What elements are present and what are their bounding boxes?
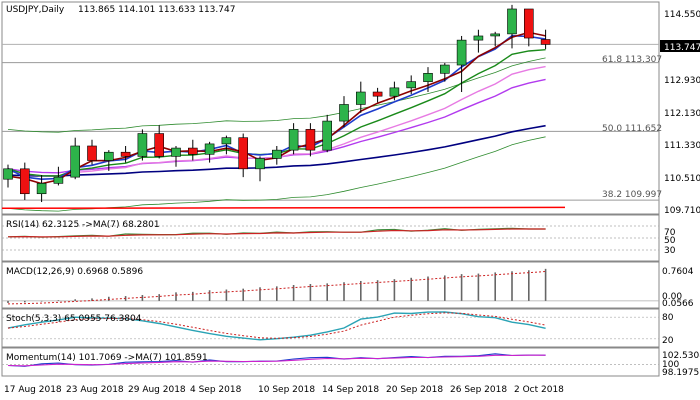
macd-tick-bottom: 0.0566 xyxy=(662,299,694,309)
rsi-tick-50: 50 xyxy=(664,236,676,246)
y-tick-112-930: 112.930 xyxy=(664,76,700,86)
macd-tick-top: 0.7604 xyxy=(662,267,694,277)
candle-body-0 xyxy=(3,168,13,180)
stoch-title: Stoch(5,3,3) 65.0955 76.3804 xyxy=(6,314,142,324)
candle-body-6 xyxy=(104,151,114,161)
candle-body-4 xyxy=(70,145,80,178)
candle-body-1 xyxy=(19,168,30,195)
candle-body-21 xyxy=(355,91,366,105)
candle-body-19 xyxy=(322,120,333,151)
x-label-23-aug: 23 Aug 2018 xyxy=(66,385,124,395)
last-price-box xyxy=(660,40,700,52)
y-tick-110-510: 110.510 xyxy=(664,174,700,184)
candle-body-25 xyxy=(423,73,433,82)
fib-label-50-0: 50.0 111.652 xyxy=(602,124,662,134)
macd-panel-frame xyxy=(1,261,660,309)
momentum-tick-100: 100 xyxy=(662,360,679,370)
x-label-2-oct: 2 Oct 2018 xyxy=(514,385,564,395)
y-tick-109-710: 109.710 xyxy=(664,206,700,216)
x-label-10-sep: 10 Sep 2018 xyxy=(258,385,315,395)
candle-body-10 xyxy=(171,147,181,157)
candle-body-13 xyxy=(221,137,232,145)
candle-body-22 xyxy=(372,91,383,97)
price-title: USDJPY,Daily xyxy=(6,5,65,15)
candle-body-12 xyxy=(204,143,215,155)
candle-body-8 xyxy=(137,133,148,157)
candle-body-3 xyxy=(53,176,64,184)
x-label-17-aug: 17 Aug 2018 xyxy=(4,385,62,395)
ma-navy-line xyxy=(7,124,546,177)
fib-label-38-2: 38.2 109.997 xyxy=(602,190,662,200)
rsi-title: RSI(14) 62.3125 ->MA(7) 68.2801 xyxy=(6,220,160,230)
rsi-ma-line xyxy=(7,228,546,238)
macd-title: MACD(12,26,9) 0.6968 0.5896 xyxy=(6,267,143,277)
candle-body-31 xyxy=(523,8,534,39)
fib-label-61-8: 61.8 113.307 xyxy=(602,55,662,65)
x-label-14-sep: 14 Sep 2018 xyxy=(322,385,379,395)
y-tick-111-330: 111.330 xyxy=(664,141,700,151)
stoch-panel-frame xyxy=(1,308,660,348)
x-label-20-sep: 20 Sep 2018 xyxy=(386,385,443,395)
momentum-tick-bottom: 98.1975 xyxy=(662,368,699,378)
macd-signal-line xyxy=(7,271,546,305)
x-label-4-sep: 4 Sep 2018 xyxy=(190,385,242,395)
candle-body-11 xyxy=(188,147,198,155)
candle-body-7 xyxy=(120,151,131,157)
candle-body-27 xyxy=(456,39,467,66)
candle-body-23 xyxy=(389,87,400,97)
stoch-d-line xyxy=(7,312,546,339)
rsi-tick-30: 30 xyxy=(664,246,676,256)
momentum-title: Momentum(14) 101.7069 ->MA(7) 101.8591 xyxy=(6,353,208,363)
ohlc-readout: 113.865 114.101 113.633 113.747 xyxy=(78,5,235,15)
stoch-tick-80: 80 xyxy=(662,313,674,323)
candle-body-26 xyxy=(439,64,450,74)
momentum-panel-frame xyxy=(1,347,660,377)
upper-band-line xyxy=(7,57,546,133)
candle-body-29 xyxy=(490,33,501,37)
candle-body-9 xyxy=(154,133,164,157)
candle-body-24 xyxy=(406,81,417,89)
support-red-line xyxy=(1,206,566,210)
candle-body-5 xyxy=(87,145,97,161)
rsi-tick-70: 70 xyxy=(664,228,676,238)
candle-body-28 xyxy=(473,35,484,41)
x-label-29-aug: 29 Aug 2018 xyxy=(128,385,186,395)
stoch-tick-20: 20 xyxy=(662,336,674,346)
price-layer xyxy=(1,4,659,212)
y-tick-114-550: 114.550 xyxy=(664,10,700,20)
candle-body-16 xyxy=(271,149,282,159)
indicator-layer xyxy=(2,225,659,367)
x-label-26-sep: 26 Sep 2018 xyxy=(450,385,507,395)
candle-body-14 xyxy=(238,137,248,170)
y-tick-112-130: 112.130 xyxy=(664,109,700,119)
macd-tick-zero: 0.00 xyxy=(662,292,682,302)
momentum-tick-top: 102.5308 xyxy=(662,351,700,361)
last-price-label: 113.747 xyxy=(664,43,700,53)
candle-body-18 xyxy=(305,129,316,151)
candle-body-17 xyxy=(288,129,299,151)
momentum-ma-line xyxy=(7,354,546,367)
candle-body-2 xyxy=(36,183,47,195)
price-panel-frame xyxy=(1,1,660,215)
candle-body-32 xyxy=(540,39,551,45)
candle-body-30 xyxy=(507,8,517,35)
candle-body-15 xyxy=(255,158,265,170)
candle-body-20 xyxy=(339,104,349,122)
